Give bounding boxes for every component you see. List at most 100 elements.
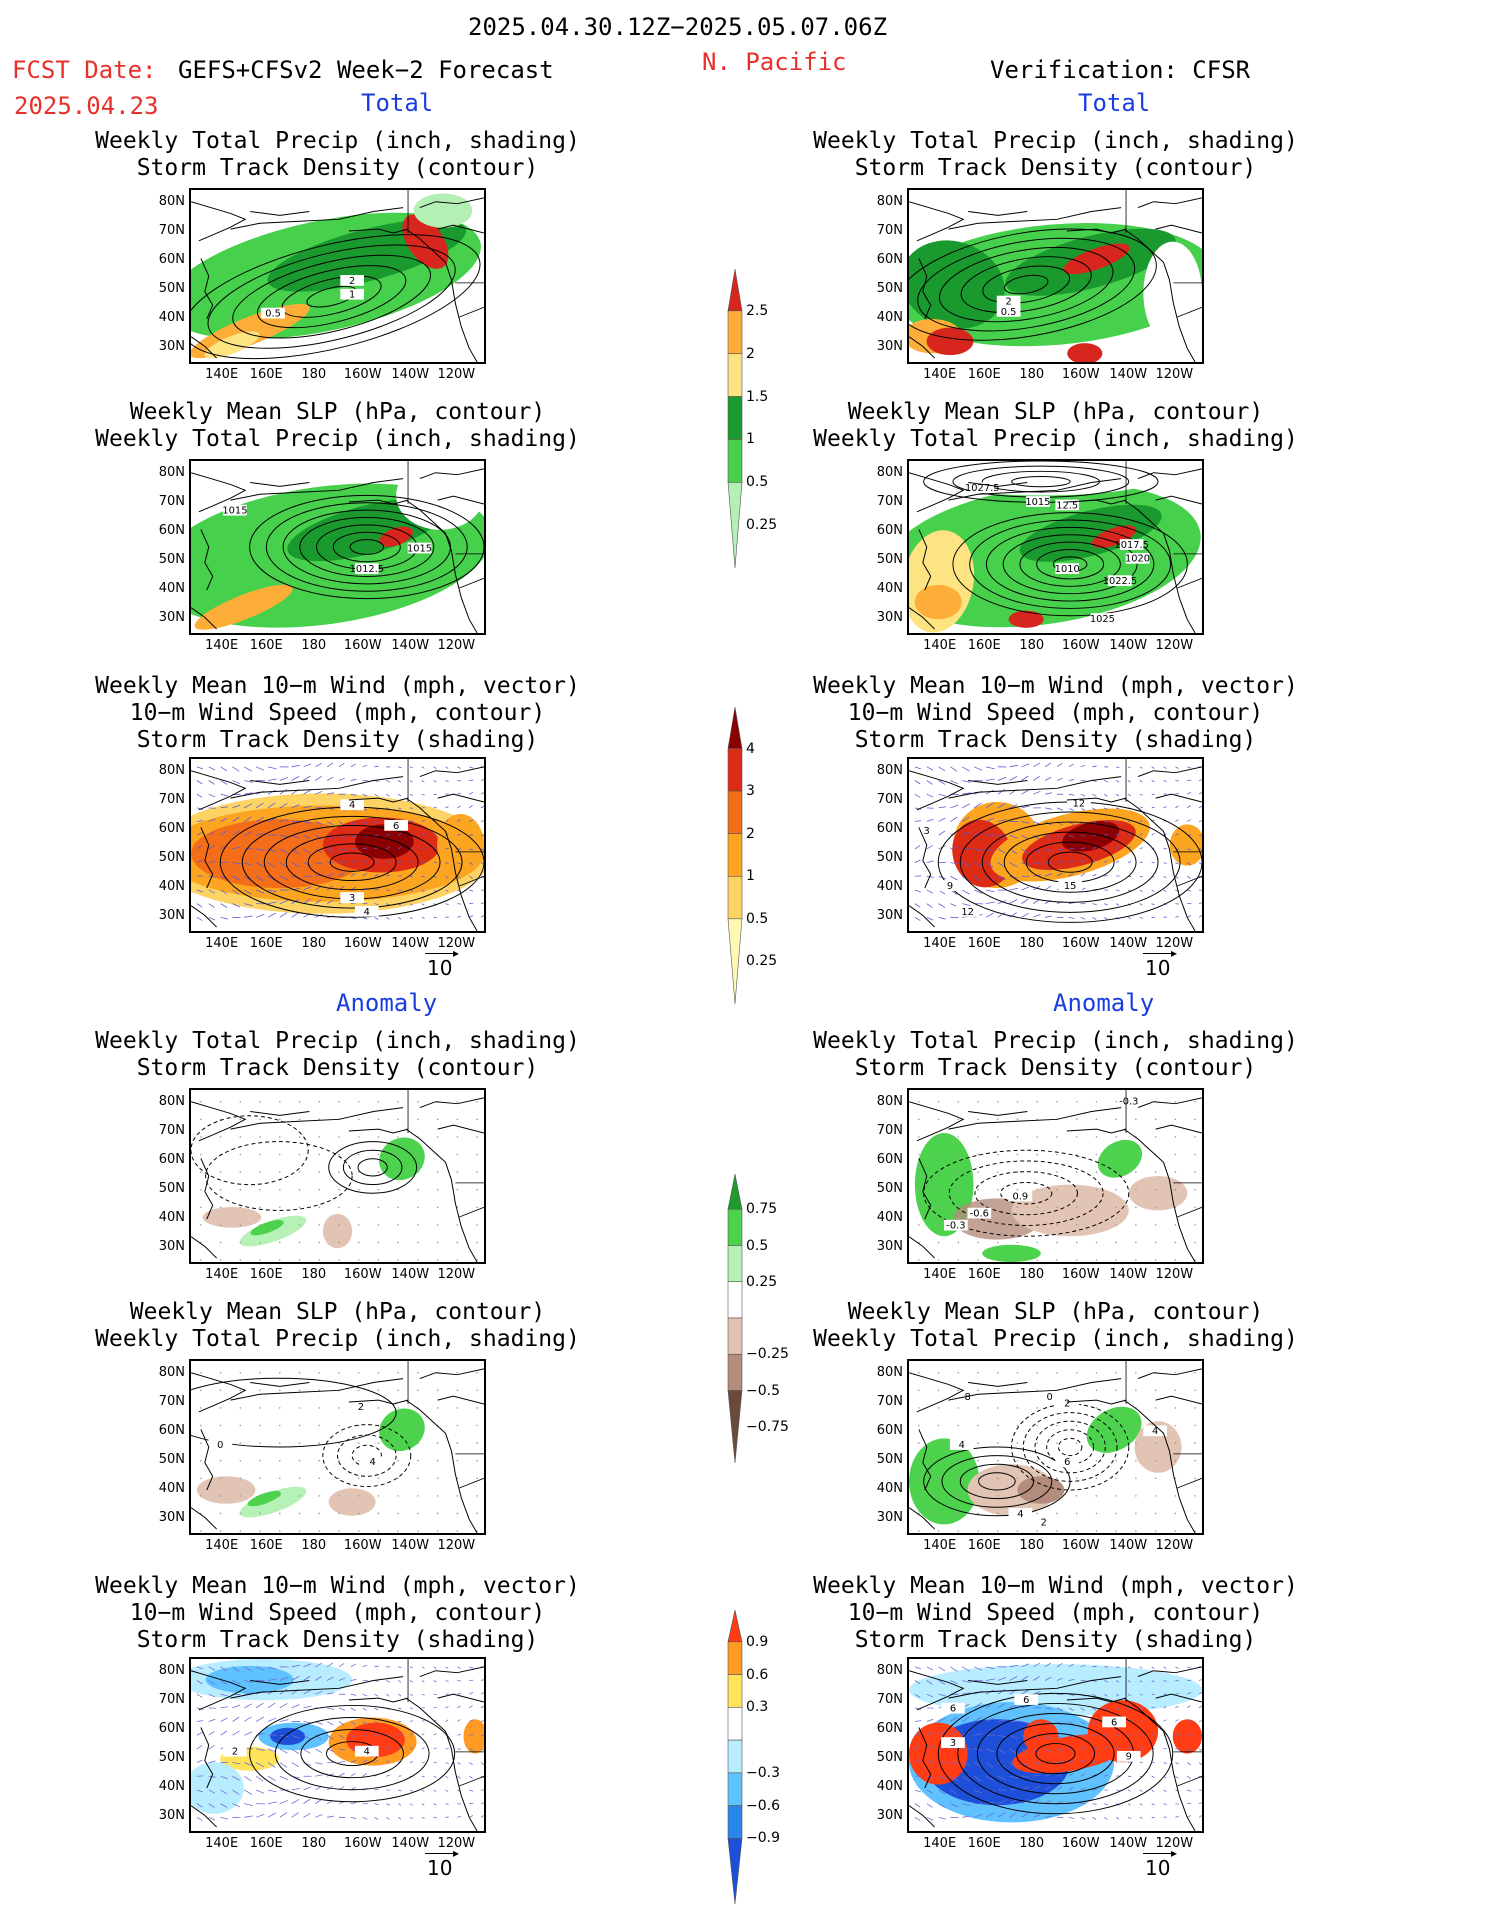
lat-tick-label: 60N (876, 1721, 903, 1737)
lat-tick-label: 30N (876, 1510, 903, 1526)
lon-tick-label: 160E (967, 367, 1001, 382)
lon-tick-label: 160W (1061, 367, 1100, 382)
lat-tick-label: 30N (158, 908, 185, 924)
contour-label: 1027.5 (965, 483, 999, 494)
lat-tick-label: 80N (158, 1365, 185, 1381)
lon-tick-label: 140W (391, 1836, 430, 1851)
panel-title: Weekly Mean 10−m Wind (mph, vector) 10−m … (39, 673, 636, 754)
lat-tick-label: 30N (158, 1510, 185, 1526)
lat-tick-label: 70N (158, 1123, 185, 1139)
contour-label: 4 (364, 907, 370, 918)
lat-tick-label: 30N (158, 339, 185, 355)
contour-label: 6 (1064, 1457, 1070, 1468)
lon-tick-label: 140W (1109, 936, 1148, 951)
panel-title-line: 10−m Wind Speed (mph, contour) (129, 700, 546, 726)
contour-label: 1022.5 (1103, 576, 1137, 587)
colorbar-cap (727, 1390, 743, 1464)
vector-reference: ▸ 10 (425, 946, 459, 980)
lon-tick-label: 140W (1109, 367, 1148, 382)
panel-title-line: 10−m Wind Speed (mph, contour) (847, 1600, 1264, 1626)
colorbar-label: 2.5 (746, 302, 769, 319)
lat-tick-label: 70N (158, 792, 185, 808)
lat-tick-label: 80N (158, 465, 185, 481)
lon-tick-label: 120W (437, 367, 476, 382)
panel-title-line: Storm Track Density (contour) (854, 1055, 1257, 1081)
lon-tick-label: 140E (205, 367, 239, 382)
lat-tick-label: 80N (876, 194, 903, 210)
colorbar-label: 1 (746, 431, 755, 448)
vector-reference: ▸ 10 (425, 1846, 459, 1880)
coastline (909, 461, 1202, 633)
lon-tick-label: 140E (923, 638, 957, 653)
coastline (909, 759, 1202, 931)
colorbar-cap (727, 706, 743, 749)
panel-title: Weekly Mean 10−m Wind (mph, vector) 10−m … (757, 673, 1354, 754)
contour-label: 6 (393, 821, 399, 832)
panel-title-line: Weekly Total Precip (inch, shading) (95, 128, 580, 154)
colorbar-segment (727, 1245, 743, 1283)
lat-tick-label: 50N (158, 1181, 185, 1197)
panel-title: Weekly Mean SLP (hPa, contour) Weekly Tot… (757, 1299, 1354, 1353)
contour-label: 1015 (407, 543, 432, 554)
vector-reference-value: 10 (1145, 1856, 1171, 1880)
panel-title-line: Weekly Mean SLP (hPa, contour) (129, 399, 546, 425)
panel-title: Weekly Total Precip (inch, shading) Storm… (39, 1028, 636, 1082)
colorbar-cap (727, 1609, 743, 1643)
panel-title: Weekly Total Precip (inch, shading) Storm… (39, 128, 636, 182)
lon-tick-label: 180 (301, 1267, 327, 1282)
contour-label: 2 (1041, 1517, 1047, 1528)
map-panel: -0.3 0.9 -0.6 -0.3 (907, 1088, 1204, 1264)
contour-label: 12.5 (1056, 500, 1078, 511)
vector-reference-value: 10 (427, 956, 453, 980)
lat-tick-label: 30N (876, 610, 903, 626)
verification-title: Verification: CFSR (990, 56, 1251, 84)
lon-tick-label: 140W (1109, 638, 1148, 653)
lat-tick-label: 40N (158, 1779, 185, 1795)
lat-tick-label: 70N (158, 1692, 185, 1708)
lat-tick-label: 60N (876, 821, 903, 837)
lon-tick-label: 160E (249, 638, 283, 653)
colorbar-segment (727, 1281, 743, 1319)
colorbar-label: −0.9 (746, 1830, 780, 1847)
lon-tick-label: 180 (1019, 367, 1045, 382)
map-panel: 1015 1015 1012.5 (189, 459, 486, 635)
lat-tick-label: 70N (876, 223, 903, 239)
coastline (909, 190, 1202, 362)
panel-title-line: Weekly Mean SLP (hPa, contour) (847, 1299, 1264, 1325)
lon-tick-label: 140E (205, 638, 239, 653)
lat-tick-label: 40N (876, 1210, 903, 1226)
contour-label: 1 (349, 290, 355, 301)
lon-tick-label: 160W (343, 1538, 382, 1553)
lat-tick-label: 80N (876, 763, 903, 779)
lat-tick-label: 80N (876, 465, 903, 481)
colorbar-segment (727, 1353, 743, 1391)
colorbar-segment (727, 833, 743, 877)
contour-label: 0 (217, 1440, 223, 1451)
panel-title-line: Weekly Total Precip (inch, shading) (95, 1028, 580, 1054)
panel-title: Weekly Mean SLP (hPa, contour) Weekly Tot… (757, 399, 1354, 453)
colorbar-segment (727, 875, 743, 920)
vector-reference-value: 10 (427, 1856, 453, 1880)
vector-reference: ▸ 10 (1143, 1846, 1177, 1880)
fcst-date: 2025.04.23 (14, 92, 159, 120)
lon-tick-label: 160W (343, 936, 382, 951)
colorbar-segment (727, 396, 743, 440)
lon-tick-label: 120W (437, 1538, 476, 1553)
vector-reference: ▸ 10 (1143, 946, 1177, 980)
colorbar-label: 0.25 (746, 1273, 778, 1290)
colorbar-cap (727, 1173, 743, 1210)
model-title: GEFS+CFSv2 Week−2 Forecast (178, 56, 554, 84)
colorbar-precip (727, 268, 743, 574)
contour-label: 2 (1005, 297, 1011, 308)
lon-tick-label: 120W (437, 1267, 476, 1282)
lat-tick-label: 70N (876, 1394, 903, 1410)
map-panel: 1 2 0.5 (189, 188, 486, 364)
lon-tick-label: 120W (1155, 1267, 1194, 1282)
lon-tick-label: 140E (923, 936, 957, 951)
lat-tick-label: 70N (158, 223, 185, 239)
colorbar-cap (727, 268, 743, 312)
lon-tick-label: 140W (391, 638, 430, 653)
panel-title-line: Weekly Mean 10−m Wind (mph, vector) (813, 673, 1298, 699)
lon-tick-label: 120W (1155, 936, 1194, 951)
